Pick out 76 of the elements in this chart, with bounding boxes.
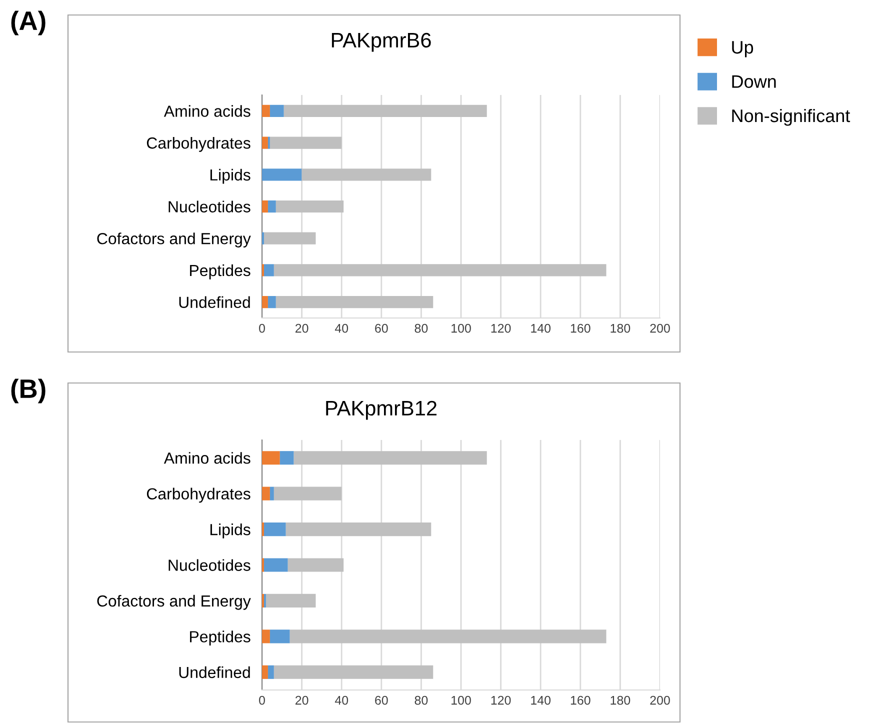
- x-tick-label: 140: [531, 696, 551, 705]
- bar: [266, 594, 316, 608]
- x-tick-label: 160: [570, 696, 590, 705]
- y-tick-label: Carbohydrates: [146, 488, 250, 503]
- y-tick-label: Amino acids: [164, 105, 250, 117]
- bar: [270, 136, 342, 149]
- y-tick-label: Undefined: [179, 666, 250, 678]
- x-tick-label: 180: [610, 324, 630, 333]
- bar: [270, 486, 274, 500]
- bar: [262, 486, 270, 500]
- y-tick-label: Nucleotides: [168, 200, 250, 212]
- bar: [262, 630, 270, 644]
- bar: [268, 200, 276, 213]
- bar: [264, 522, 286, 536]
- x-tick-label: 80: [414, 324, 428, 333]
- x-tick-label: 60: [375, 696, 388, 705]
- x-tick-label: 80: [414, 696, 428, 705]
- x-tick-label: 160: [570, 324, 590, 333]
- y-tick-label: Lipids: [210, 524, 250, 538]
- y-tick-label: Peptides: [190, 264, 250, 280]
- bar: [290, 630, 606, 644]
- x-tick-label: 120: [491, 696, 511, 705]
- y-tick-label: Carbohydrates: [146, 137, 250, 152]
- bar: [262, 104, 270, 117]
- y-tick-label: Lipids: [210, 168, 250, 184]
- bar: [264, 558, 288, 572]
- x-tick-label: 100: [452, 324, 471, 333]
- bar: [294, 451, 487, 465]
- x-tick-label: 20: [295, 324, 308, 333]
- y-tick-label: Cofactors and Energy: [97, 594, 251, 610]
- bar: [274, 264, 606, 276]
- text: (A): [11, 10, 46, 36]
- bar: [262, 136, 268, 149]
- bar: [286, 522, 432, 536]
- bar: [262, 665, 268, 679]
- bar: [276, 200, 344, 213]
- bar: [270, 104, 284, 117]
- x-tick-label: 100: [452, 696, 471, 705]
- legend-label: Down: [732, 75, 776, 88]
- bar: [264, 264, 274, 276]
- bar: [270, 630, 290, 644]
- bar: [268, 296, 276, 308]
- x-tick-label: 20: [295, 696, 308, 705]
- x-tick-label: 40: [334, 696, 348, 705]
- bar: [284, 104, 487, 117]
- x-tick-label: 40: [334, 324, 348, 333]
- x-tick-label: 200: [650, 324, 670, 333]
- y-tick-label: Amino acids: [164, 452, 250, 464]
- x-tick-label: 180: [610, 696, 630, 705]
- bar: [274, 665, 434, 679]
- bar: [302, 168, 432, 181]
- y-tick-label: Peptides: [190, 630, 250, 646]
- bar: [262, 296, 268, 308]
- bar: [280, 451, 294, 465]
- x-tick-label: 120: [491, 324, 511, 333]
- y-tick-label: Undefined: [179, 296, 250, 308]
- bar: [276, 296, 434, 308]
- text: (B): [11, 378, 46, 404]
- y-tick-label: Nucleotides: [168, 559, 250, 571]
- bar: [262, 168, 302, 181]
- y-tick-label: Cofactors and Energy: [97, 232, 251, 248]
- x-tick-label: 0: [259, 324, 265, 333]
- chart-title: PAKpmrB6: [332, 32, 431, 52]
- bar: [288, 558, 344, 572]
- x-tick-label: 0: [259, 696, 265, 705]
- legend-label: Non-significant: [732, 108, 850, 126]
- legend-label: Up: [732, 41, 754, 58]
- bar: [262, 200, 268, 213]
- x-tick-label: 200: [650, 696, 670, 705]
- x-tick-label: 140: [531, 324, 551, 333]
- bar: [264, 232, 316, 244]
- x-tick-label: 60: [375, 324, 388, 333]
- bar: [268, 665, 274, 679]
- bar: [274, 486, 342, 500]
- chart-title: PAKpmrB12: [326, 400, 437, 420]
- bar: [262, 451, 280, 465]
